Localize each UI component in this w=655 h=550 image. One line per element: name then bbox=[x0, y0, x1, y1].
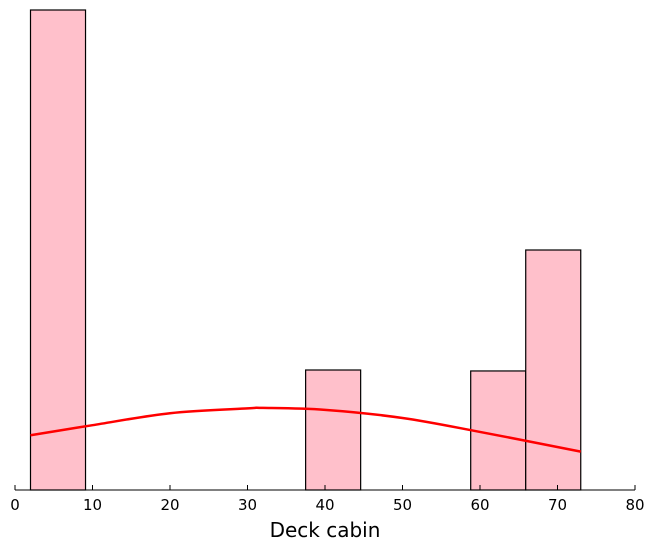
x-tick-label: 70 bbox=[548, 496, 567, 514]
x-tick-label: 10 bbox=[83, 496, 102, 514]
bars-group bbox=[29, 9, 582, 491]
x-tick-label: 60 bbox=[470, 496, 489, 514]
x-tick-label: 0 bbox=[10, 496, 20, 514]
x-tick-label: 80 bbox=[625, 496, 644, 514]
x-axis-label: Deck cabin bbox=[270, 518, 381, 542]
x-tick-label: 20 bbox=[160, 496, 179, 514]
x-axis-ticks: 0 10 20 30 40 50 60 70 80 bbox=[10, 485, 645, 514]
histogram-bar-4 bbox=[525, 249, 582, 491]
histogram-bar-2 bbox=[305, 369, 362, 491]
histogram-bar-1 bbox=[29, 9, 87, 491]
x-tick-label: 30 bbox=[238, 496, 257, 514]
density-curve bbox=[30, 406, 581, 453]
histogram-bar-3 bbox=[470, 370, 527, 491]
x-tick-label: 50 bbox=[393, 496, 412, 514]
x-tick-label: 40 bbox=[315, 496, 334, 514]
